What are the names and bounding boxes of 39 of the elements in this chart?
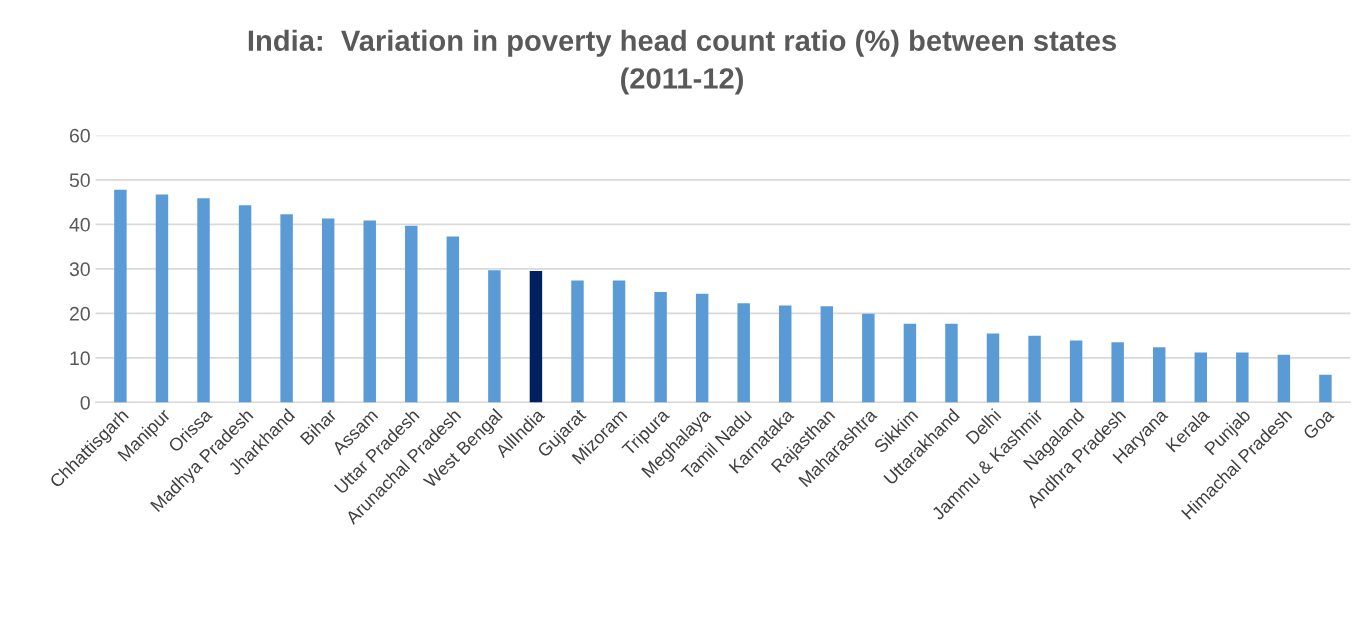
bar (1111, 342, 1124, 403)
bar (779, 305, 792, 403)
bar (321, 218, 335, 403)
chart-title: India: Variation in poverty head count ratio (%) between states (2011-12) (248, 29, 1116, 95)
y-tick-label: 50 (69, 173, 90, 188)
y-tick-label: 60 (69, 128, 90, 143)
bar (1069, 340, 1083, 403)
y-tick-label: 10 (70, 351, 90, 366)
bar (612, 280, 626, 403)
bar (737, 303, 750, 403)
y-tick-label: 30 (69, 262, 90, 277)
bar (197, 198, 210, 403)
bar (114, 189, 127, 403)
bar (1236, 352, 1249, 403)
bar (1194, 352, 1207, 403)
bar (1152, 347, 1166, 403)
y-tick-label: 0 (80, 395, 90, 410)
bar (488, 270, 501, 403)
bar (986, 333, 1000, 403)
bar (945, 323, 958, 403)
x-tick-label: Goa (1302, 407, 1335, 441)
bar (363, 220, 376, 403)
bar (695, 293, 709, 403)
bar (1319, 374, 1332, 403)
bar (862, 313, 875, 403)
bar (654, 292, 667, 403)
bar (903, 323, 917, 403)
bar (405, 225, 418, 403)
y-tick-label: 20 (69, 306, 90, 321)
bar (446, 236, 460, 403)
bar (571, 280, 584, 403)
bar (1028, 335, 1041, 403)
y-tick-label: 40 (69, 217, 90, 232)
bar (529, 271, 543, 403)
bar (238, 205, 252, 403)
bar (820, 306, 834, 403)
bar (280, 214, 293, 403)
bar (1277, 354, 1291, 403)
bar (155, 194, 169, 403)
